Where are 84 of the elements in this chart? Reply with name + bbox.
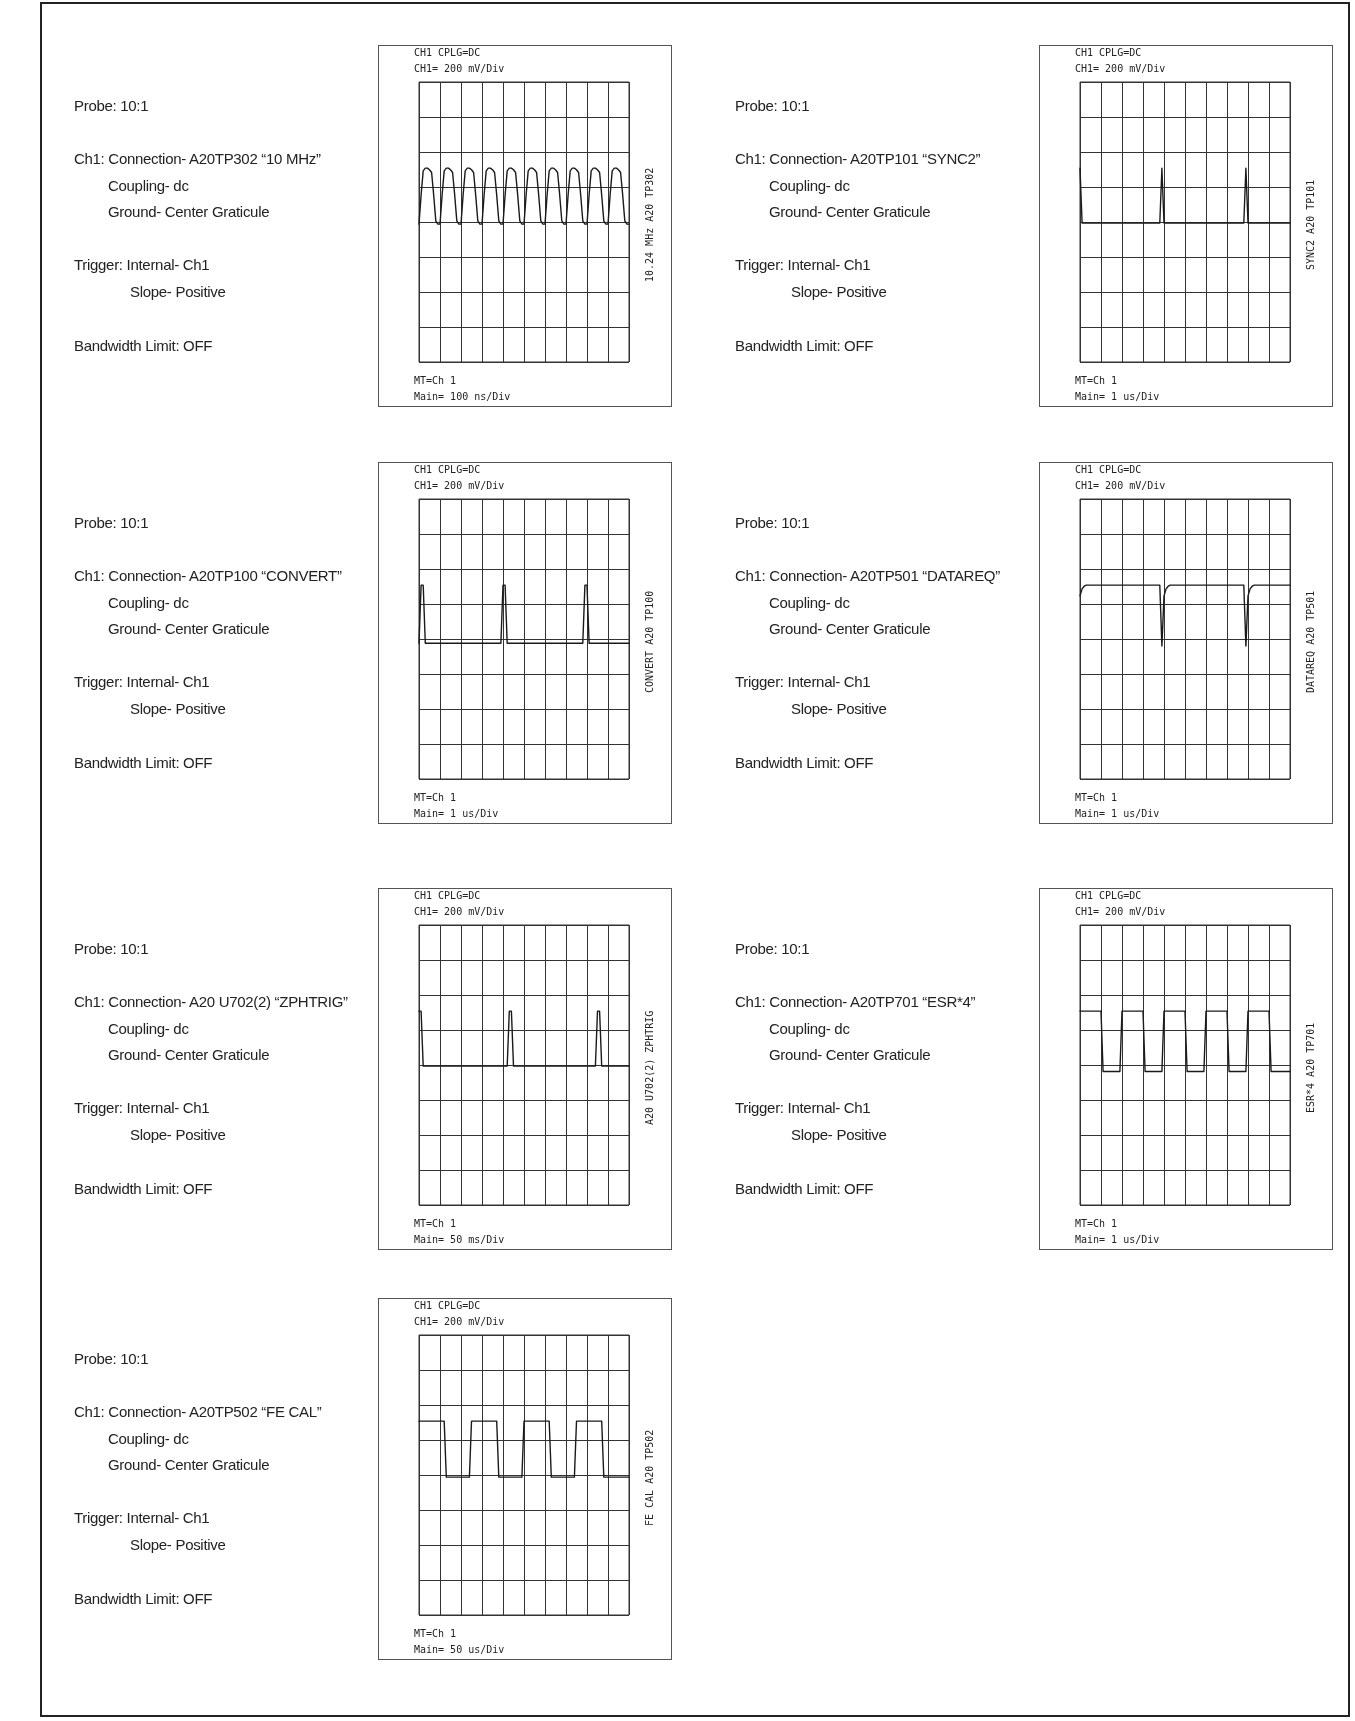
text: Ground- Center Graticule: [108, 203, 270, 220]
text: Bandwidth Limit: OFF: [735, 754, 874, 771]
text: MT=Ch 1: [414, 1218, 457, 1229]
text: Ch1: Connection- A20TP100 “CONVERT”: [74, 567, 342, 584]
text: Bandwidth Limit: OFF: [74, 1590, 213, 1607]
text: Bandwidth Limit: OFF: [74, 337, 213, 354]
text: Ground- Center Graticule: [108, 1046, 270, 1063]
text: Probe: 10:1: [74, 940, 149, 957]
chart-subtitle: CH1= 200 mV/Div: [414, 906, 505, 917]
y2-axis-title: FE CAL A20 TP502: [644, 1428, 655, 1529]
text: MT=Ch 1: [414, 792, 457, 803]
text: Trigger: Internal- Ch1: [74, 673, 210, 690]
x-axis-title: Main= 1 us/Div: [1075, 1234, 1160, 1245]
text: Coupling- dc: [108, 177, 189, 194]
text: Slope- Positive: [130, 700, 226, 717]
x-axis-title: Main= 100 ns/Div: [414, 391, 511, 402]
chart-subtitle: CH1= 200 mV/Div: [414, 63, 505, 74]
text: Probe: 10:1: [74, 1350, 149, 1367]
chart-subtitle: CH1= 200 mV/Div: [1075, 480, 1166, 491]
text: Slope- Positive: [791, 700, 887, 717]
text: Coupling- dc: [108, 1430, 189, 1447]
chart-title: CH1 CPLG=DC: [414, 464, 481, 475]
text: MT=Ch 1: [414, 375, 457, 386]
x-axis-title: Main= 50 us/Div: [414, 1644, 505, 1655]
chart-title: CH1 CPLG=DC: [1075, 464, 1142, 475]
chart-title: CH1 CPLG=DC: [1075, 47, 1142, 58]
chart-subtitle: CH1= 200 mV/Div: [1075, 63, 1166, 74]
text: Probe: 10:1: [735, 514, 810, 531]
text: Ch1: Connection- A20TP101 “SYNC2”: [735, 150, 981, 167]
text: Ch1: Connection- A20TP302 “10 MHz”: [74, 150, 321, 167]
y2-axis-title: A20 U702(2) ZPHTRIG: [644, 1009, 655, 1128]
text: Ch1: Connection- A20TP501 “DATAREQ”: [735, 567, 1000, 584]
text: Ground- Center Graticule: [108, 620, 270, 637]
text: Ground- Center Graticule: [769, 620, 931, 637]
text: Bandwidth Limit: OFF: [735, 337, 874, 354]
text: Coupling- dc: [769, 177, 850, 194]
y2-axis-title: CONVERT A20 TP100: [644, 589, 655, 696]
text: Trigger: Internal- Ch1: [74, 1099, 210, 1116]
text: Trigger: Internal- Ch1: [735, 256, 871, 273]
chart-subtitle: CH1= 200 mV/Div: [414, 480, 505, 491]
text: Ch1: Connection- A20 U702(2) “ZPHTRIG”: [74, 993, 348, 1010]
x-axis-title: Main= 1 us/Div: [414, 808, 499, 819]
text: Probe: 10:1: [735, 940, 810, 957]
y2-axis-title: 10.24 MHz A20 TP302: [644, 166, 655, 285]
text: Slope- Positive: [130, 1126, 226, 1143]
text: Ground- Center Graticule: [769, 203, 931, 220]
text: Probe: 10:1: [735, 97, 810, 114]
text: Bandwidth Limit: OFF: [74, 1180, 213, 1197]
text: Ground- Center Graticule: [108, 1456, 270, 1473]
text: Slope- Positive: [130, 1536, 226, 1553]
text: Trigger: Internal- Ch1: [74, 1509, 210, 1526]
text: Slope- Positive: [791, 1126, 887, 1143]
text: Coupling- dc: [108, 1020, 189, 1037]
text: Coupling- dc: [769, 594, 850, 611]
text: MT=Ch 1: [414, 1628, 457, 1639]
text: Coupling- dc: [769, 1020, 850, 1037]
text: Trigger: Internal- Ch1: [735, 1099, 871, 1116]
text: Coupling- dc: [108, 594, 189, 611]
text: MT=Ch 1: [1075, 1218, 1118, 1229]
text: Ground- Center Graticule: [769, 1046, 931, 1063]
text: Bandwidth Limit: OFF: [74, 754, 213, 771]
chart-title: CH1 CPLG=DC: [414, 47, 481, 58]
x-axis-title: Main= 1 us/Div: [1075, 391, 1160, 402]
chart-subtitle: CH1= 200 mV/Div: [1075, 906, 1166, 917]
y2-axis-title: SYNC2 A20 TP101: [1305, 178, 1316, 273]
text: Probe: 10:1: [74, 97, 149, 114]
chart-title: CH1 CPLG=DC: [414, 890, 481, 901]
chart-title: CH1 CPLG=DC: [414, 1300, 481, 1311]
y2-axis-title: ESR*4 A20 TP701: [1305, 1021, 1316, 1116]
text: Trigger: Internal- Ch1: [735, 673, 871, 690]
chart-title: CH1 CPLG=DC: [1075, 890, 1142, 901]
chart-subtitle: CH1= 200 mV/Div: [414, 1316, 505, 1327]
text: MT=Ch 1: [1075, 375, 1118, 386]
text: Probe: 10:1: [74, 514, 149, 531]
text: Ch1: Connection- A20TP502 “FE CAL”: [74, 1403, 322, 1420]
text: MT=Ch 1: [1075, 792, 1118, 803]
text: Bandwidth Limit: OFF: [735, 1180, 874, 1197]
y2-axis-title: DATAREQ A20 TP501: [1305, 589, 1316, 696]
x-axis-title: Main= 1 us/Div: [1075, 808, 1160, 819]
text: Ch1: Connection- A20TP701 “ESR*4”: [735, 993, 976, 1010]
x-axis-title: Main= 50 ms/Div: [414, 1234, 505, 1245]
text: Slope- Positive: [791, 283, 887, 300]
text: Slope- Positive: [130, 283, 226, 300]
text: Trigger: Internal- Ch1: [74, 256, 210, 273]
